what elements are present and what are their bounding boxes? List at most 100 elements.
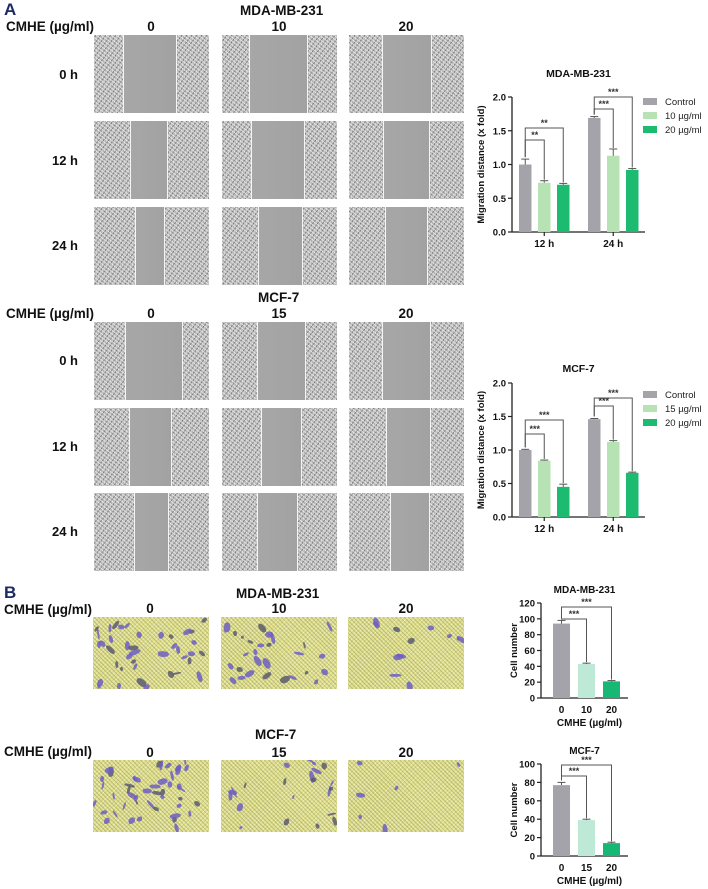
y-tick-label: 1.5 (493, 412, 507, 423)
conc-header: 10 (271, 19, 287, 34)
y-tick-label: 20 (524, 833, 535, 844)
legend-label: 20 µg/ml (665, 125, 702, 136)
conc-header: 20 (398, 745, 414, 760)
y-axis-label: Cell number (509, 782, 520, 837)
conc-header: 20 (398, 601, 414, 616)
time-label: 24 h (51, 524, 78, 539)
cell-number-chart-mcf: MCF-7 Cell number 0 20 40 60 80 100 0 15 20 CMHE (µ… (509, 746, 628, 887)
chart-title: MCF-7 (569, 746, 600, 757)
significance-label: *** (581, 755, 592, 765)
wound-healing-image (94, 322, 209, 400)
bar (538, 460, 551, 517)
conc-header: 10 (271, 601, 287, 616)
significance-label: *** (598, 99, 609, 109)
y-tick-label: 120 (519, 599, 535, 610)
transwell-image (348, 760, 464, 832)
legend-swatch (643, 126, 657, 133)
conc-header: 0 (147, 306, 155, 321)
legend-label: Control (665, 97, 696, 108)
bar (553, 623, 570, 698)
y-axis-label: Cell number (509, 623, 520, 678)
x-tick-label: 0 (559, 863, 565, 874)
y-tick-label: 1.5 (493, 126, 507, 137)
y-tick-label: 20 (524, 678, 535, 689)
significance-label: *** (608, 388, 619, 398)
x-tick-label: 12 h (534, 524, 554, 535)
wound-healing-image (94, 493, 209, 571)
bar (603, 843, 620, 856)
significance-label: *** (539, 410, 550, 420)
y-tick-label: 40 (524, 662, 535, 673)
conc-header: 15 (271, 306, 287, 321)
legend-swatch (643, 391, 657, 398)
y-tick-label: 2.0 (493, 379, 506, 390)
y-tick-label: 80 (524, 778, 535, 789)
x-tick-label: 10 (581, 705, 593, 716)
x-tick-label: 24 h (603, 524, 623, 535)
x-axis-label: CMHE (µg/ml) (557, 876, 622, 887)
y-tick-label: 100 (519, 760, 535, 771)
wound-healing-image (222, 35, 337, 113)
legend-swatch (643, 419, 657, 426)
panel-a-mcf-title: MCF-7 (258, 290, 300, 305)
wound-healing-image (222, 207, 337, 285)
time-label: 24 h (51, 238, 78, 253)
conc-header: 0 (146, 601, 154, 616)
transwell-image (221, 617, 337, 689)
legend-label: 20 µg/ml (665, 418, 702, 429)
x-tick-label: 0 (559, 705, 565, 716)
x-axis-label: CMHE (µg/ml) (557, 718, 622, 728)
bar (607, 441, 620, 517)
x-tick-label: 20 (606, 863, 618, 874)
cell-number-chart-mda: MDA-MB-231 Cell number 0 20 40 60 80 100 120 0 10 2… (509, 585, 628, 728)
y-tick-label: 0.0 (493, 228, 506, 239)
y-tick-label: 0 (530, 852, 535, 863)
panel-letter-a: A (4, 0, 17, 19)
conc-header: 15 (271, 745, 287, 760)
wound-healing-image (349, 121, 464, 199)
wound-healing-image (94, 207, 209, 285)
wound-healing-image (349, 322, 464, 400)
wound-healing-image (222, 493, 337, 571)
significance-label: ** (531, 130, 539, 140)
bar (626, 169, 639, 232)
panel-b-mda-title: MDA-MB-231 (236, 586, 320, 601)
time-label: 0 h (59, 353, 78, 368)
panel-a-mda-title: MDA-MB-231 (240, 3, 324, 18)
legend-swatch (643, 112, 657, 119)
time-label: 0 h (59, 67, 78, 82)
conc-header: 0 (146, 745, 154, 760)
y-tick-label: 0 (530, 694, 535, 705)
wound-healing-image (222, 322, 337, 400)
y-axis-label: Migration distance (x fold) (476, 391, 487, 509)
y-tick-label: 0.5 (493, 479, 507, 490)
x-tick-label: 24 h (603, 239, 623, 250)
bar (588, 419, 601, 517)
panel-b-mcf-conc-label: CMHE (µg/ml) (4, 744, 93, 759)
panel-letter-b: B (4, 583, 17, 602)
wound-healing-image (94, 408, 209, 486)
bar (578, 663, 595, 698)
bar (603, 681, 620, 698)
transwell-image (348, 617, 464, 689)
y-tick-label: 60 (524, 796, 535, 807)
bar (553, 785, 570, 856)
y-tick-label: 0.0 (493, 513, 506, 524)
significance-label: *** (569, 609, 580, 619)
conc-header: 20 (398, 19, 414, 34)
y-tick-label: 60 (524, 646, 535, 657)
bar (588, 117, 601, 232)
y-tick-label: 2.0 (493, 93, 506, 104)
chart-title: MDA-MB-231 (554, 585, 616, 596)
conc-header: 20 (398, 306, 414, 321)
bar (519, 450, 532, 517)
panel-b-mda-conc-label: CMHE (µg/ml) (4, 602, 93, 617)
wound-healing-image (94, 121, 209, 199)
wound-healing-image (349, 35, 464, 113)
migration-chart-mcf: MCF-7 Migration distance (x fold) 0.0 0.5 1.… (476, 363, 702, 535)
panel-a-mcf-conc-label: CMHE (µg/ml) (6, 306, 95, 321)
wound-healing-image (222, 121, 337, 199)
wound-healing-image (349, 207, 464, 285)
bar (578, 820, 595, 856)
wound-healing-image (94, 35, 209, 113)
